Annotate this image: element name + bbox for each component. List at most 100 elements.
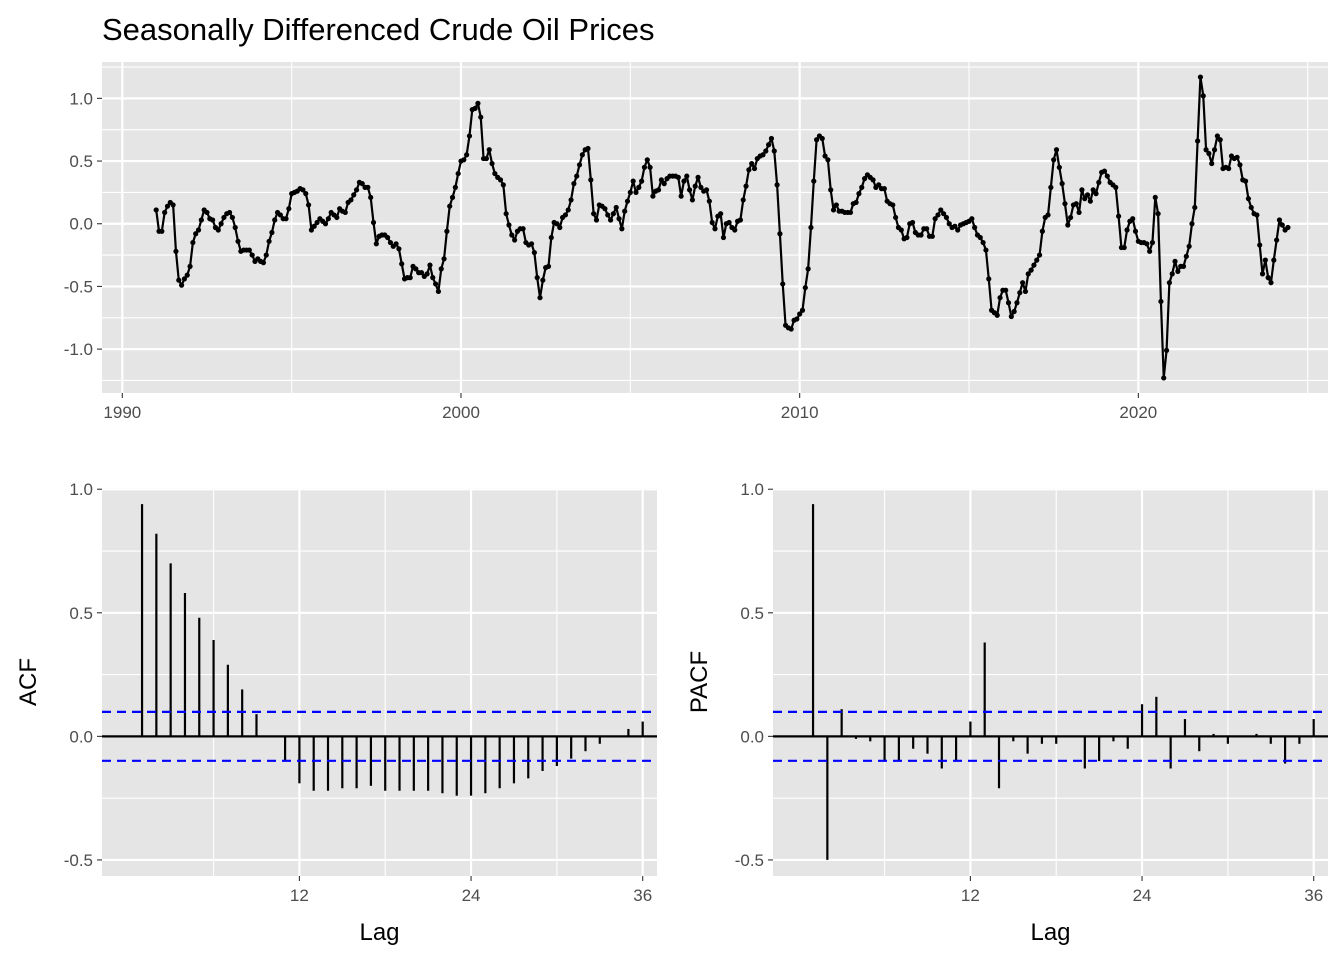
data-point [1068,214,1074,221]
timeseries-y-tick-label: -0.5 [64,277,93,296]
data-point [630,178,636,184]
data-point [797,311,803,317]
data-point [1226,165,1232,172]
data-point [977,234,983,241]
data-point [771,148,777,154]
data-point [819,135,825,142]
data-point [1180,263,1187,269]
data-point [904,234,910,241]
data-point [1169,271,1175,277]
data-point [1206,150,1212,157]
data-point [1274,237,1280,243]
data-point [1087,198,1093,204]
data-point [176,277,182,283]
data-point [1175,268,1181,274]
data-point [1076,209,1082,216]
data-point [322,221,329,227]
data-point [1020,280,1026,286]
data-point [1217,137,1223,143]
data-point [946,221,952,227]
data-point [435,288,442,295]
data-point [1163,347,1170,353]
data-point [870,177,876,183]
data-point [565,207,571,213]
data-point [709,219,715,226]
data-point [774,182,780,188]
timeseries-x-tick-label: 1990 [103,403,141,422]
data-point [605,212,611,218]
data-point [627,189,633,195]
data-point [799,307,806,313]
data-point [828,187,834,193]
data-point [726,219,732,226]
data-point [687,187,693,193]
data-point [802,285,808,291]
data-point [777,231,783,237]
data-point [1011,308,1017,315]
data-point [246,247,252,253]
data-point [226,209,233,216]
data-point [432,281,439,287]
data-point [187,263,193,269]
data-point [269,229,275,236]
acf-panel-group: 12 24 36 -0.5 0.0 0.5 1.0 Lag ACF [15,480,657,946]
data-point [300,187,306,193]
data-point [593,217,600,223]
data-point [444,228,450,234]
data-point [277,212,283,218]
data-point [452,184,458,190]
data-point [1053,147,1060,153]
data-point [893,214,899,221]
data-point [881,186,887,192]
data-point [1214,133,1220,139]
data-point [760,152,766,158]
acf-x-tick-label: 24 [462,886,481,905]
data-point [588,177,594,183]
data-point [500,182,506,188]
data-point [822,153,828,159]
data-point [574,173,580,179]
data-point [661,181,667,187]
data-point [509,232,515,238]
data-point [909,219,916,226]
data-point [684,173,690,179]
data-point [430,275,436,281]
data-point [972,224,978,231]
data-point [616,216,622,222]
data-point [695,174,701,180]
data-point [935,212,941,218]
data-point [1245,196,1252,202]
data-point [1234,154,1240,160]
data-point [943,214,950,221]
data-point [1197,74,1204,80]
data-point [396,246,402,252]
data-point [305,202,312,208]
data-point [613,204,619,211]
data-point [1203,147,1209,153]
data-point [720,234,727,241]
data-point [1254,212,1260,218]
data-point [351,192,357,198]
data-point [438,266,444,272]
data-point [1062,201,1068,207]
data-point [1186,243,1192,249]
data-point [624,198,631,204]
data-point [554,221,560,227]
data-point [1014,300,1020,306]
data-point [698,184,704,190]
data-point [641,164,648,170]
timeseries-y-tick-label: 0.5 [69,152,93,171]
data-point [506,222,512,228]
chart-title: Seasonally Differenced Crude Oil Prices [102,12,655,47]
data-point [353,187,360,193]
timeseries-x-tick-label: 2000 [442,403,480,422]
data-point [929,233,935,239]
data-point [932,216,938,222]
data-point [557,224,563,231]
data-point [461,157,467,163]
data-point [997,295,1003,301]
data-point [235,238,241,244]
data-point [636,184,642,190]
data-point [483,155,489,162]
data-point [861,176,868,182]
